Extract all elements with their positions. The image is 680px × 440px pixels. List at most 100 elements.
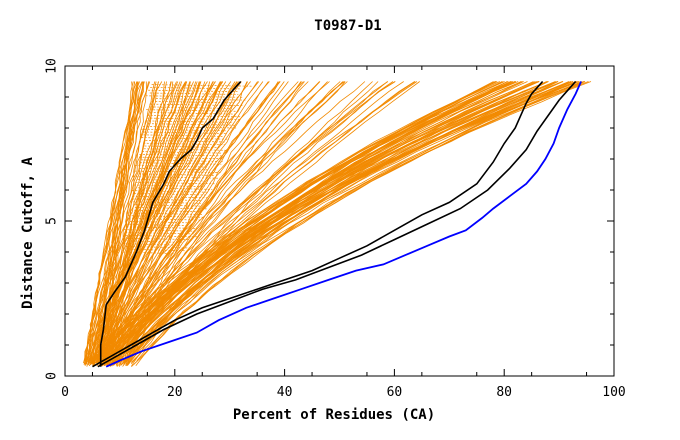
background-hatch <box>135 181 215 185</box>
background-hatch <box>152 98 246 101</box>
background-hatch <box>146 109 239 112</box>
x-tick-label: 40 <box>277 385 293 400</box>
background-hatch <box>131 176 220 179</box>
reference-series-line-1 <box>99 80 242 367</box>
background-hatch <box>134 209 202 213</box>
background-hatch <box>141 137 230 140</box>
series-layer <box>92 80 582 368</box>
y-tick-label: 5 <box>45 217 60 225</box>
y-tick-label: 10 <box>45 58 60 74</box>
background-hatch <box>147 114 242 118</box>
background-model-line <box>99 81 188 364</box>
background-hatch <box>132 195 208 199</box>
background-model-line <box>109 81 573 362</box>
background-hatch <box>123 240 183 243</box>
background-model-line <box>96 81 497 363</box>
background-hatch <box>139 162 222 165</box>
background-model-line <box>113 81 574 363</box>
background-model-line <box>103 81 366 361</box>
background-model-line <box>84 81 174 365</box>
background-model-line <box>93 81 149 365</box>
background-hatch <box>140 128 226 132</box>
background-model-line <box>101 81 540 366</box>
background-hatch <box>150 87 241 90</box>
background-hatch <box>139 167 208 171</box>
background-hatch <box>122 243 181 246</box>
background-hatch <box>145 140 226 143</box>
x-axis-title: Percent of Residues (CA) <box>233 407 435 423</box>
background-hatch <box>125 234 198 238</box>
background-model-line <box>84 81 188 367</box>
background-hatch <box>133 184 205 187</box>
background-model-line <box>126 81 549 366</box>
background-hatch <box>150 112 236 115</box>
background-hatch <box>126 226 198 229</box>
background-hatch <box>141 151 222 154</box>
background-model-line <box>106 81 251 367</box>
background-model-line <box>95 81 556 364</box>
background-hatch <box>141 159 223 162</box>
background-hatch <box>125 223 186 227</box>
background-hatch <box>134 170 223 173</box>
background-hatch <box>143 126 238 129</box>
background-hatch <box>135 156 222 160</box>
background-hatch <box>129 201 201 204</box>
background-model-line <box>97 81 186 363</box>
x-tick-label: 0 <box>61 385 69 400</box>
background-hatch <box>149 92 239 95</box>
background-model-line <box>102 81 201 363</box>
background-model-line <box>107 81 348 364</box>
background-hatch <box>144 145 220 148</box>
background-hatch <box>148 89 240 93</box>
background-hatch <box>137 179 205 182</box>
background-hatch <box>129 220 191 224</box>
background-hatch <box>134 165 209 168</box>
background-model-line <box>100 81 177 364</box>
background-model-line <box>108 81 549 366</box>
background-hatch <box>143 142 225 146</box>
background-model-line <box>130 81 496 364</box>
background-model-line <box>122 81 564 362</box>
background-hatch <box>122 251 176 254</box>
background-hatch <box>137 187 213 190</box>
background-model-line <box>86 81 138 365</box>
background-model-line <box>110 81 498 366</box>
axes: 0 20 40 60 80 100 0 5 10 <box>45 58 626 400</box>
background-hatch <box>135 204 201 207</box>
background-hatch <box>123 229 195 232</box>
x-tick-label: 100 <box>602 385 625 400</box>
background-hatch <box>132 198 201 201</box>
chart-title: T0987-D1 <box>314 18 381 34</box>
y-tick-label: 0 <box>45 372 60 380</box>
reference-series-line-2 <box>92 80 544 368</box>
background-hatch <box>148 123 237 126</box>
background-hatch <box>151 84 253 87</box>
background-model-line <box>115 81 584 366</box>
reference-series-line-3 <box>97 80 577 368</box>
background-model-line <box>86 81 208 367</box>
background-model-line <box>102 81 345 361</box>
background-model-line <box>97 81 239 365</box>
background-hatch <box>134 207 207 210</box>
background-hatch <box>128 218 203 221</box>
highlight-series-line <box>105 81 582 368</box>
background-model-lines <box>83 81 592 367</box>
background-model-line <box>115 81 269 365</box>
background-hatch <box>146 117 241 120</box>
background-model-line <box>133 81 585 365</box>
background-model-line <box>87 81 516 365</box>
x-tick-label: 20 <box>167 385 183 400</box>
background-hatch <box>126 248 187 252</box>
background-hatch <box>145 120 232 123</box>
y-axis-title: Distance Cutoff, A <box>20 157 36 309</box>
background-model-line <box>102 81 258 367</box>
background-model-line <box>104 81 172 366</box>
background-model-line <box>89 81 249 366</box>
background-model-line <box>105 81 344 363</box>
background-hatch <box>139 154 225 157</box>
background-hatch <box>125 232 198 235</box>
x-tick-label: 60 <box>387 385 403 400</box>
background-model-line <box>101 81 159 367</box>
background-model-line <box>86 81 144 362</box>
